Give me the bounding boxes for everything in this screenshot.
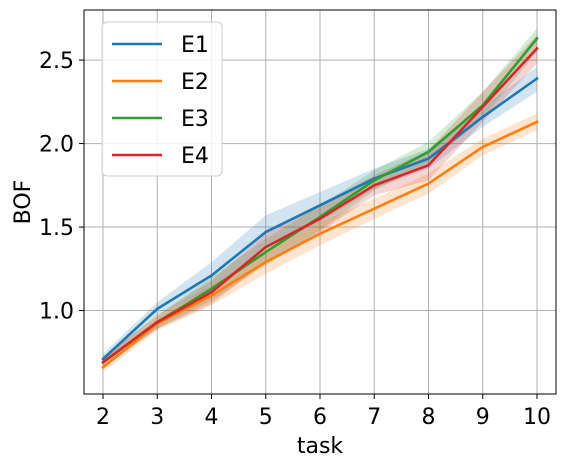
data-point-e4 [210,290,213,294]
data-point-e4 [264,245,267,249]
x-tick-label: 8 [422,405,436,430]
data-point-e3 [210,287,213,291]
legend-label: E1 [181,33,209,58]
x-tick-label: 5 [259,405,273,430]
data-point-e1 [318,204,322,207]
data-point-e2 [373,207,376,210]
data-point-e1 [535,77,539,80]
legend-box [101,21,223,177]
legend-item-e1: E1 [112,33,209,58]
data-point-e2 [264,260,267,264]
data-point-e2 [481,145,484,149]
data-point-e1 [264,230,267,234]
data-point-e1 [427,157,430,160]
data-point-e3 [373,179,376,182]
legend-label: E3 [181,107,209,132]
legend-item-e2: E2 [112,70,209,95]
legend-item-e4: E4 [112,144,209,169]
y-tick-label: 1.0 [39,300,74,325]
data-point-e3 [535,37,539,40]
y-tick-label: 2.5 [39,49,74,74]
y-tick-label: 1.5 [39,216,74,241]
x-tick-label: 9 [476,405,490,430]
x-axis-title: task [297,434,344,459]
data-point-e1 [156,307,159,311]
data-point-e1 [101,357,105,361]
data-point-e4 [427,164,430,167]
data-point-e2 [318,232,322,235]
y-axis-ticks: 1.0 1.5 2.0 2.5 [39,49,84,325]
data-point-e4 [535,47,539,50]
data-point-e1 [481,115,484,119]
data-point-e4 [318,217,322,220]
data-point-e4 [156,321,159,324]
x-tick-label: 6 [313,405,327,430]
data-point-e2 [535,120,539,124]
x-tick-label: 3 [150,405,164,430]
data-point-e4 [373,184,376,187]
x-axis-ticks: 2 3 4 5 6 7 8 9 10 [96,394,551,430]
legend-item-e3: E3 [112,107,209,132]
legend-label: E2 [181,70,209,95]
y-tick-label: 2.0 [39,133,74,158]
x-tick-label: 10 [523,405,551,430]
legend: E1 E2 E3 E4 [101,21,223,177]
data-point-e3 [264,250,267,254]
band-e3 [103,28,537,368]
x-tick-label: 2 [96,405,110,430]
legend-label: E4 [181,144,209,169]
band-e2 [103,113,537,373]
data-point-e2 [210,294,213,297]
data-point-e4 [101,361,105,364]
band-e4 [103,35,537,368]
data-point-e3 [427,150,430,154]
x-tick-label: 7 [367,405,381,430]
data-point-e4 [481,105,484,109]
data-point-e1 [210,274,213,277]
x-tick-label: 4 [204,405,218,430]
series-lines [101,36,539,370]
data-point-e2 [427,182,430,185]
data-point-e2 [101,366,105,369]
y-axis-title: BOF [11,180,36,225]
